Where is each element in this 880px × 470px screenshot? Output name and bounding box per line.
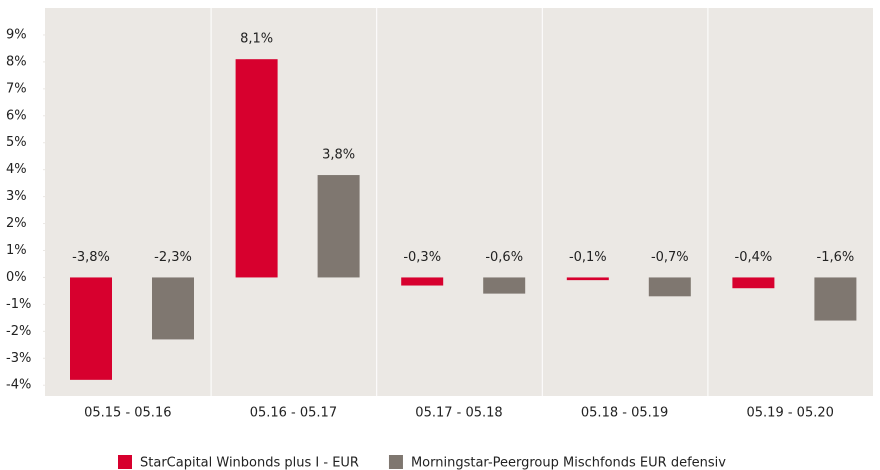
y-tick-label: 2% xyxy=(6,216,27,231)
bar xyxy=(152,277,194,340)
bar xyxy=(317,175,360,278)
y-tick-label: 6% xyxy=(6,108,27,123)
panel xyxy=(542,8,708,396)
y-tick-label: -3% xyxy=(6,351,31,366)
y-tick-label: -1% xyxy=(6,297,31,312)
y-tick-label: 4% xyxy=(6,162,27,177)
value-label: -0,3% xyxy=(403,250,441,265)
y-tick-label: 1% xyxy=(6,243,27,258)
x-tick-label: 05.15 - 05.16 xyxy=(84,406,171,421)
value-label: -0,4% xyxy=(735,250,773,265)
bar xyxy=(566,277,609,281)
y-tick-label: 3% xyxy=(6,189,27,204)
bar xyxy=(648,277,691,297)
x-tick-label: 05.19 - 05.20 xyxy=(747,406,834,421)
y-tick-label: -4% xyxy=(6,378,31,393)
bar xyxy=(814,277,857,321)
bar xyxy=(401,277,444,286)
value-label: 8,1% xyxy=(240,32,273,47)
x-tick-label: 05.17 - 05.18 xyxy=(415,406,502,421)
value-label: -0,1% xyxy=(569,250,607,265)
x-tick-label: 05.16 - 05.17 xyxy=(250,406,337,421)
x-tick-label: 05.18 - 05.19 xyxy=(581,406,668,421)
legend-swatch xyxy=(118,455,132,469)
bar xyxy=(483,277,526,294)
y-tick-label: 5% xyxy=(6,135,27,150)
y-tick-label: -2% xyxy=(6,324,31,339)
y-tick-label: 8% xyxy=(6,54,27,69)
panel xyxy=(708,8,873,396)
legend-swatch xyxy=(388,455,403,469)
bar xyxy=(732,277,775,289)
value-label: -0,6% xyxy=(485,250,523,265)
bar xyxy=(235,59,278,278)
legend-label: Morningstar-Peergroup Mischfonds EUR def… xyxy=(411,456,726,470)
value-label: -2,3% xyxy=(154,250,192,265)
y-tick-label: 0% xyxy=(6,270,27,285)
y-tick-label: 9% xyxy=(6,27,27,42)
y-tick-label: 7% xyxy=(6,81,27,96)
value-label: -3,8% xyxy=(72,250,110,265)
value-label: -0,7% xyxy=(651,250,689,265)
legend-label: StarCapital Winbonds plus I - EUR xyxy=(140,456,359,470)
value-label: 3,8% xyxy=(322,148,355,163)
value-label: -1,6% xyxy=(817,250,855,265)
bar xyxy=(70,277,112,380)
panel xyxy=(377,8,542,396)
